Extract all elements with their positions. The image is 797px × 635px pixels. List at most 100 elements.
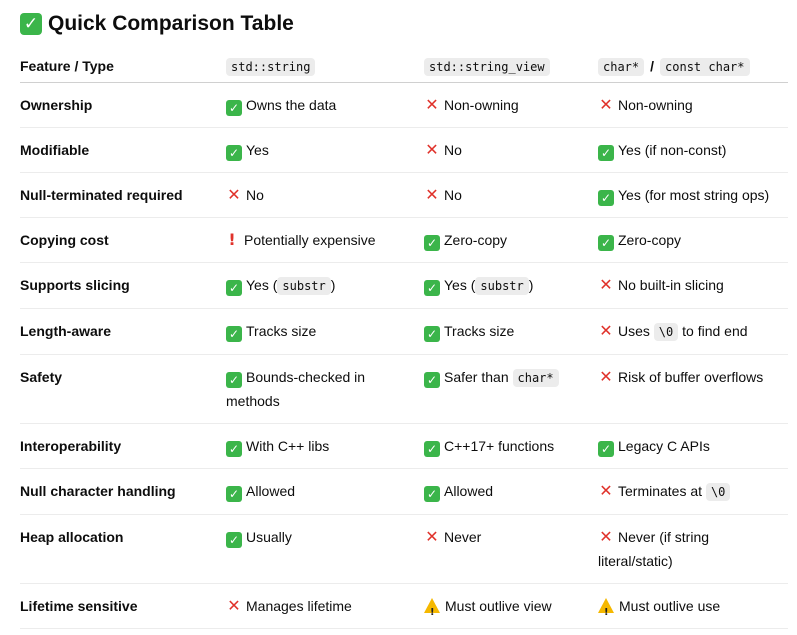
table-row: Heap allocation ✓ Usually ✕ Never ✕ Never (if … bbox=[20, 514, 788, 584]
string-view-cell: ✓ Allowed bbox=[424, 468, 598, 515]
string-view-cell: ✓ Zero-copy bbox=[424, 217, 598, 263]
feature-cell: Ownership bbox=[20, 82, 226, 128]
cell-text: Must outlive use bbox=[619, 598, 721, 614]
cross-mark-icon: ✕ bbox=[599, 321, 613, 340]
check-mark-icon: ✓ bbox=[424, 372, 440, 388]
feature-cell: Heap allocation bbox=[20, 514, 226, 584]
cross-mark-icon: ✕ bbox=[227, 185, 241, 204]
header-const-char-ptr-code: const char* bbox=[660, 58, 750, 76]
cell-text: Legacy C APIs bbox=[618, 438, 710, 454]
feature-cell: Modifiable bbox=[20, 127, 226, 173]
cross-mark-icon: ✕ bbox=[227, 596, 241, 615]
check-mark-icon: ✓ bbox=[598, 190, 614, 206]
string-cell: ✕ Manages lifetime bbox=[226, 583, 424, 629]
header-std-string-view: std::string_view bbox=[424, 50, 598, 83]
cell-text: Safer than bbox=[444, 369, 513, 385]
string-cell: ✓ Usually bbox=[226, 514, 424, 584]
feature-cell: Safety bbox=[20, 354, 226, 424]
cell-text: Zero-copy bbox=[444, 232, 508, 248]
cell-text: No built-in slicing bbox=[618, 277, 724, 293]
header-char-pointer: char* / const char* bbox=[598, 50, 788, 83]
feature-cell: Length-aware bbox=[20, 308, 226, 355]
cross-mark-icon: ✕ bbox=[599, 527, 613, 546]
string-cell: ✓ Allowed bbox=[226, 468, 424, 515]
string-cell: ✓ Yes (substr) bbox=[226, 262, 424, 309]
cell-text: Potentially expensive bbox=[244, 232, 376, 248]
check-mark-icon: ✓ bbox=[226, 441, 242, 457]
cell-text: Never bbox=[444, 529, 482, 545]
warning-icon bbox=[424, 598, 440, 625]
check-mark-icon: ✓ bbox=[226, 100, 242, 116]
inline-code: char* bbox=[512, 369, 559, 387]
cross-mark-icon: ✕ bbox=[425, 95, 439, 114]
string-view-cell: ✓ C++17+ functions bbox=[424, 423, 598, 469]
char-ptr-cell: ✕ Never (if string literal/static) bbox=[598, 514, 788, 584]
feature-cell: Null character handling bbox=[20, 468, 226, 515]
exclamation-mark-icon: ! bbox=[228, 230, 236, 249]
header-std-string: std::string bbox=[226, 50, 424, 83]
table-row: Modifiable ✓ Yes ✕ No ✓ Yes (if non-const) bbox=[20, 127, 788, 173]
check-mark-icon: ✓ bbox=[424, 235, 440, 251]
string-view-cell: ✕ No bbox=[424, 127, 598, 173]
cross-mark-icon: ✕ bbox=[599, 95, 613, 114]
check-mark-icon: ✓ bbox=[424, 280, 440, 296]
cell-text: Terminates at bbox=[618, 483, 706, 499]
cell-text: Yes (for most string ops) bbox=[618, 187, 770, 203]
char-ptr-cell: ✕ Non-owning bbox=[598, 82, 788, 128]
cell-text: Risk of buffer overflows bbox=[618, 369, 764, 385]
cross-mark-icon: ✕ bbox=[599, 481, 613, 500]
char-ptr-cell: ✓ Yes (for most string ops) bbox=[598, 172, 788, 218]
char-ptr-cell: ✓ Legacy C APIs bbox=[598, 423, 788, 469]
cross-mark-icon: ✕ bbox=[425, 527, 439, 546]
check-mark-icon: ✓ bbox=[226, 372, 242, 388]
check-mark-icon: ✓ bbox=[226, 280, 242, 296]
table-row: Copying cost! Potentially expensive ✓ Zero-… bbox=[20, 217, 788, 263]
char-ptr-cell: ✓ Yes (if non-const) bbox=[598, 127, 788, 173]
feature-cell: Copying cost bbox=[20, 217, 226, 263]
table-row: Null-terminated required ✕ No ✕ No ✓ Yes (for … bbox=[20, 172, 788, 218]
table-row: Interoperability ✓ With C++ libs ✓ C++17+ fu… bbox=[20, 423, 788, 469]
table-row: Ownership ✓ Owns the data ✕ Non-owning ✕ Non-o… bbox=[20, 82, 788, 128]
cell-text: C++17+ functions bbox=[444, 438, 555, 454]
cell-text: Yes ( bbox=[444, 277, 476, 293]
inline-code: \0 bbox=[653, 323, 679, 341]
string-cell: ✓ Owns the data bbox=[226, 82, 424, 128]
table-row: Lifetime sensitive✕ Manages lifetime Must … bbox=[20, 583, 788, 629]
inline-code: \0 bbox=[705, 483, 731, 501]
check-mark-icon: ✓ bbox=[424, 326, 440, 342]
feature-cell: Null-terminated required bbox=[20, 172, 226, 218]
char-ptr-cell: ✓ Zero-copy bbox=[598, 217, 788, 263]
char-ptr-cell: ✕ Terminates at \0 bbox=[598, 468, 788, 515]
cell-text: Bounds-checked in methods bbox=[226, 369, 366, 409]
string-cell: ✕ No bbox=[226, 172, 424, 218]
check-mark-icon: ✓ bbox=[424, 486, 440, 502]
page-title-text: Quick Comparison Table bbox=[48, 12, 294, 35]
inline-code: substr bbox=[277, 277, 331, 295]
cell-text: No bbox=[246, 187, 264, 203]
cross-mark-icon: ✕ bbox=[599, 275, 613, 294]
cell-text: Tracks size bbox=[246, 323, 317, 339]
cell-text: Yes (if non-const) bbox=[618, 142, 727, 158]
string-view-cell: ✕ Non-owning bbox=[424, 82, 598, 128]
table-row: Length-aware ✓ Tracks size ✓ Tracks size ✕ Use… bbox=[20, 308, 788, 355]
cell-text: ) bbox=[528, 277, 534, 293]
string-cell: ✓ With C++ libs bbox=[226, 423, 424, 469]
cell-text: With C++ libs bbox=[246, 438, 330, 454]
cross-mark-icon: ✕ bbox=[599, 367, 613, 386]
feature-cell: Supports slicing bbox=[20, 262, 226, 309]
table-row: Null character handling ✓ Allowed ✓ Allowed ✕… bbox=[20, 468, 788, 515]
string-view-cell: ✓ Safer than char* bbox=[424, 354, 598, 424]
string-cell: ✓ Tracks size bbox=[226, 308, 424, 355]
feature-cell: Lifetime sensitive bbox=[20, 583, 226, 629]
check-mark-icon: ✓ bbox=[598, 235, 614, 251]
cell-text: Tracks size bbox=[444, 323, 515, 339]
warning-icon bbox=[598, 598, 614, 625]
cell-text: Manages lifetime bbox=[246, 598, 352, 614]
check-mark-icon: ✓ bbox=[598, 145, 614, 161]
string-view-cell: ✓ Tracks size bbox=[424, 308, 598, 355]
string-cell: ! Potentially expensive bbox=[226, 217, 424, 263]
char-ptr-cell: ✕ No built-in slicing bbox=[598, 262, 788, 309]
check-mark-icon: ✓ bbox=[226, 532, 242, 548]
string-cell: ✓ Yes bbox=[226, 127, 424, 173]
header-feature: Feature / Type bbox=[20, 50, 226, 83]
